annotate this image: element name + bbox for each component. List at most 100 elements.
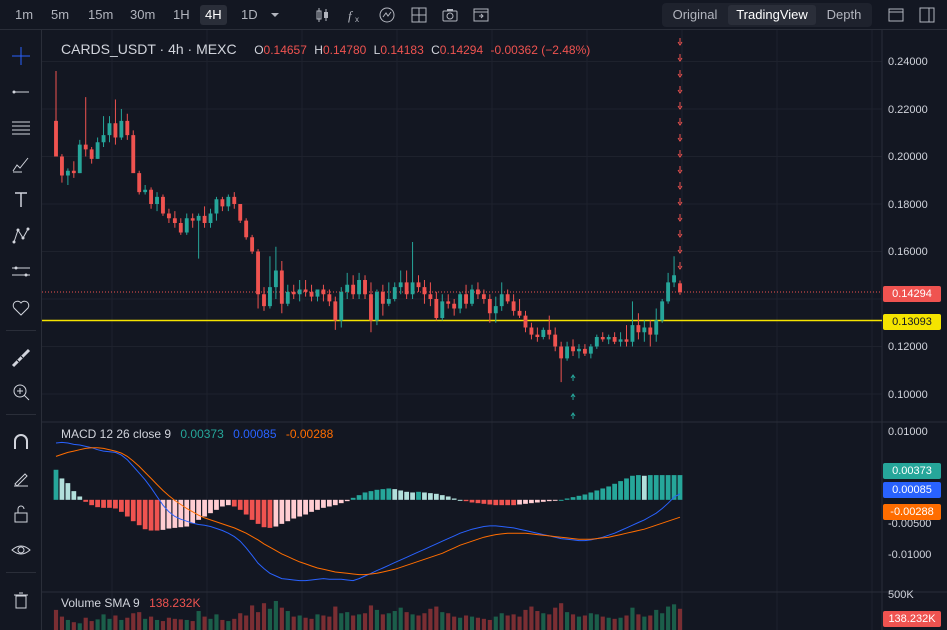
export-icon[interactable] — [472, 6, 490, 24]
candle-body — [137, 173, 142, 193]
buy-arrow-head — [570, 374, 576, 379]
volume-bar — [505, 615, 510, 630]
tf-1h[interactable]: 1H — [173, 7, 190, 22]
volume-bar — [160, 621, 166, 630]
zoom-icon[interactable] — [10, 381, 32, 403]
view-original-button[interactable]: Original — [672, 7, 718, 22]
macd-hist-bar — [665, 475, 671, 500]
candle-body — [630, 325, 635, 342]
candle-body — [95, 142, 100, 159]
close-label: C — [431, 43, 440, 57]
view-tradingview-button[interactable]: TradingView — [728, 5, 816, 25]
trend-line-icon[interactable] — [10, 81, 32, 103]
tf-30m[interactable]: 30m — [130, 7, 156, 22]
candle-body — [166, 213, 171, 219]
macd-hist-label: 0.00373 — [883, 463, 941, 479]
compare-icon[interactable] — [378, 6, 396, 24]
macd-hist-bar — [499, 499, 505, 506]
candle-body — [398, 282, 403, 288]
lock-drawing-icon[interactable] — [10, 467, 32, 489]
price-tick: 0.20000 — [888, 151, 928, 163]
crosshair-icon[interactable] — [10, 45, 32, 67]
candlestick-type-icon[interactable] — [313, 6, 331, 24]
horizontal-lines-icon[interactable] — [10, 117, 32, 139]
macd-legend-name: MACD 12 26 close 9 — [61, 427, 172, 441]
macd-hist-bar — [297, 499, 303, 517]
volume-bar — [547, 614, 552, 630]
candle-body — [487, 299, 492, 314]
volume-bar — [660, 613, 665, 630]
macd-hist-bar — [279, 499, 285, 524]
chevron-down-icon[interactable] — [266, 6, 284, 24]
volume-bars — [53, 600, 683, 630]
text-icon[interactable] — [10, 189, 32, 211]
price-tick: 0.18000 — [888, 199, 928, 211]
fullscreen-icon[interactable] — [887, 6, 905, 24]
macd-hist-bar — [243, 499, 249, 515]
tf-5m[interactable]: 5m — [51, 7, 70, 22]
layout-icon[interactable] — [410, 6, 428, 24]
tf-1d[interactable]: 1D — [241, 7, 258, 22]
macd-hist-bar — [618, 481, 623, 500]
macd-hist-bar — [404, 491, 410, 500]
candle-body — [291, 291, 296, 295]
view-depth-button[interactable]: Depth — [826, 7, 862, 22]
macd-hist-bar — [529, 499, 534, 504]
chart-canvas[interactable] — [42, 30, 947, 630]
volume-bar — [250, 605, 255, 630]
candle-body — [660, 301, 665, 321]
macd-hist-bar — [142, 499, 148, 530]
candle-body — [60, 156, 64, 176]
macd-legend-signal: -0.00288 — [285, 427, 334, 441]
volume-bar — [285, 611, 290, 630]
volume-bar — [529, 606, 534, 630]
favorites-icon[interactable] — [10, 297, 32, 319]
macd-hist-bar — [148, 499, 154, 531]
volume-bar — [630, 607, 635, 630]
unlock-icon[interactable] — [10, 503, 32, 525]
volume-bar — [125, 617, 130, 630]
candle-body — [618, 339, 623, 342]
candle-body — [523, 315, 528, 328]
candle-body — [238, 204, 243, 221]
macd-hist-bar — [184, 499, 190, 527]
macd-hist-bar — [65, 483, 71, 500]
macd-hist-bar — [350, 497, 356, 500]
macd-hist-bar — [534, 499, 540, 503]
volume-bar — [422, 613, 427, 630]
macd-hist-bar — [273, 499, 279, 527]
ruler-icon[interactable] — [10, 347, 32, 369]
macd-hist-bar — [267, 499, 273, 528]
measure-icon[interactable] — [10, 261, 32, 283]
volume-bar — [244, 615, 249, 630]
volume-bar — [267, 608, 273, 630]
macd-hist-bar — [636, 475, 641, 500]
macd-hist-bar — [630, 475, 635, 500]
tf-4h[interactable]: 4H — [200, 5, 227, 25]
candle-body — [678, 283, 682, 293]
macd-hist-bar — [653, 475, 659, 500]
tf-15m[interactable]: 15m — [88, 7, 114, 22]
volume-bar — [214, 614, 219, 630]
volume-bar — [368, 605, 374, 630]
candle-body — [541, 329, 546, 337]
price-tick: 0.12000 — [888, 341, 928, 353]
candle-body — [161, 196, 165, 214]
settings-icon[interactable] — [918, 6, 936, 24]
eye-icon[interactable] — [10, 539, 32, 561]
magnet-icon[interactable] — [10, 431, 32, 453]
macd-hist-bar — [481, 499, 487, 504]
trash-icon[interactable] — [10, 589, 32, 611]
volume-bar — [255, 612, 261, 630]
macd-hist-bar — [196, 499, 202, 520]
brush-icon[interactable] — [10, 153, 32, 175]
screenshot-icon[interactable] — [441, 6, 459, 24]
toolbar-divider — [6, 414, 36, 415]
volume-bar — [446, 613, 451, 630]
tf-1m[interactable]: 1m — [15, 7, 34, 22]
macd-tick: -0.00500 — [888, 518, 932, 530]
volume-bar — [618, 617, 623, 630]
volume-bar — [523, 609, 528, 630]
pattern-icon[interactable] — [10, 225, 32, 247]
